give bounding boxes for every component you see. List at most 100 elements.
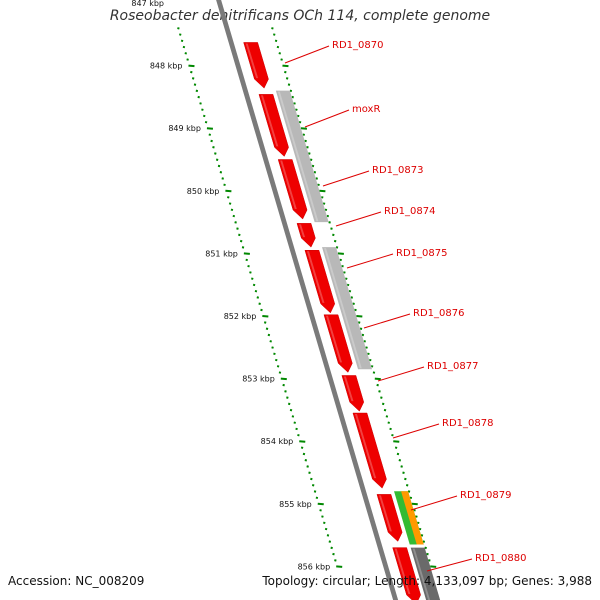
minor-tick-right [380,396,383,399]
minor-tick-left [178,33,182,36]
minor-tick-right [326,214,330,218]
gene-label[interactable]: moxR [352,104,380,115]
minor-tick-left [315,496,319,500]
minor-tick-left [319,509,322,512]
minor-tick-right [309,158,313,161]
gene-label-leader [304,109,350,128]
gene-feature[interactable] [275,90,329,223]
gene-label-leader [335,211,382,227]
minor-tick-left [182,45,186,49]
gene-label[interactable]: RD1_0877 [427,361,478,372]
gene-highlight [394,548,411,594]
gene-feature[interactable] [401,491,424,545]
minor-tick-left [247,264,250,268]
gene-label[interactable]: RD1_0874 [384,206,435,217]
gene-label[interactable]: RD1_0878 [442,418,493,429]
minor-tick-left [308,471,311,474]
gene-feature[interactable] [322,247,373,370]
gene-feature[interactable] [258,94,289,157]
minor-tick-left [191,77,195,80]
minor-tick-right [306,146,309,149]
gene-feature[interactable] [341,375,365,412]
minor-tick-right [278,52,282,55]
minor-tick-left [321,515,324,518]
minor-tick-right [391,433,394,437]
minor-tick-left [328,540,332,543]
minor-tick-right [417,521,420,525]
minor-tick-right [426,552,429,556]
minor-tick-right [330,227,333,230]
minor-tick-left [208,133,212,136]
minor-tick-left [221,177,224,180]
accession-text: Accession: NC_008209 [8,574,145,588]
gene-labels: RD1_0870 moxR RD1_0873 RD1_0874 RD1_0875 RD1_… [284,40,526,572]
minor-tick-right [369,358,372,362]
minor-tick-left [241,246,245,249]
minor-tick-left [286,396,289,399]
gene-feature[interactable] [323,314,353,373]
gene-label[interactable]: RD1_0870 [332,40,383,51]
minor-tick-left [195,89,199,93]
minor-tick-right [321,196,324,199]
major-tick-right [319,189,326,193]
gene-label-leader [426,558,473,572]
minor-tick-left [323,521,326,525]
gene-highlight [277,91,319,222]
gene-highlight [325,315,343,363]
gene-feature[interactable] [243,42,269,89]
backbone-line [216,0,399,600]
minor-tick-right [400,465,403,468]
scale-tick-label: 848 kbp [150,62,183,71]
gene-feature[interactable] [352,412,387,489]
minor-tick-left [227,196,230,199]
minor-tick-right [413,509,416,512]
minor-tick-right [383,408,387,412]
gene-label[interactable]: RD1_0876 [413,308,464,319]
gene-feature[interactable] [376,494,403,542]
gene-feature[interactable] [296,223,316,248]
minor-tick-right [365,346,368,349]
gene-feature[interactable] [410,547,442,600]
major-tick-right [337,252,344,255]
minor-tick-right [324,208,328,212]
minor-tick-left [228,202,232,205]
gene-highlight [245,43,259,79]
minor-tick-right [387,421,390,424]
minor-tick-left [254,289,258,293]
minor-tick-left [287,402,291,406]
minor-tick-right [280,58,283,61]
minor-tick-left [291,415,295,418]
minor-tick-right [308,152,311,155]
minor-tick-left [258,302,261,305]
minor-tick-right [420,534,424,537]
scale-tick-label: 849 kbp [168,124,201,133]
gene-feature[interactable] [304,250,336,314]
minor-tick-right [339,258,342,262]
gene-highlight [299,224,306,238]
minor-tick-left [256,296,260,299]
minor-tick-right [407,490,411,493]
minor-tick-left [190,70,193,74]
gene-label[interactable]: RD1_0875 [396,248,447,259]
minor-tick-right [322,202,326,205]
major-tick-right [393,440,400,443]
gene-label[interactable]: RD1_0879 [460,490,511,501]
minor-tick-right [352,302,355,305]
gene-label[interactable]: RD1_0880 [475,553,526,564]
minor-tick-right [348,289,352,293]
minor-tick-left [273,352,276,356]
minor-tick-right [287,83,291,86]
major-tick-right [282,64,289,68]
minor-tick-left [217,164,221,168]
gene-label-leader [377,366,425,382]
gene-feature[interactable] [392,547,421,600]
gene-label[interactable]: RD1_0873 [372,165,423,176]
gene-feature[interactable] [277,159,308,220]
minor-tick-right [293,102,296,105]
major-tick-left [225,189,232,193]
minor-tick-right [328,221,331,224]
gene-highlight [324,248,362,369]
gene-highlight [280,160,297,209]
scale-tick-label: 847 kbp [131,0,164,8]
minor-tick-left [267,333,271,337]
